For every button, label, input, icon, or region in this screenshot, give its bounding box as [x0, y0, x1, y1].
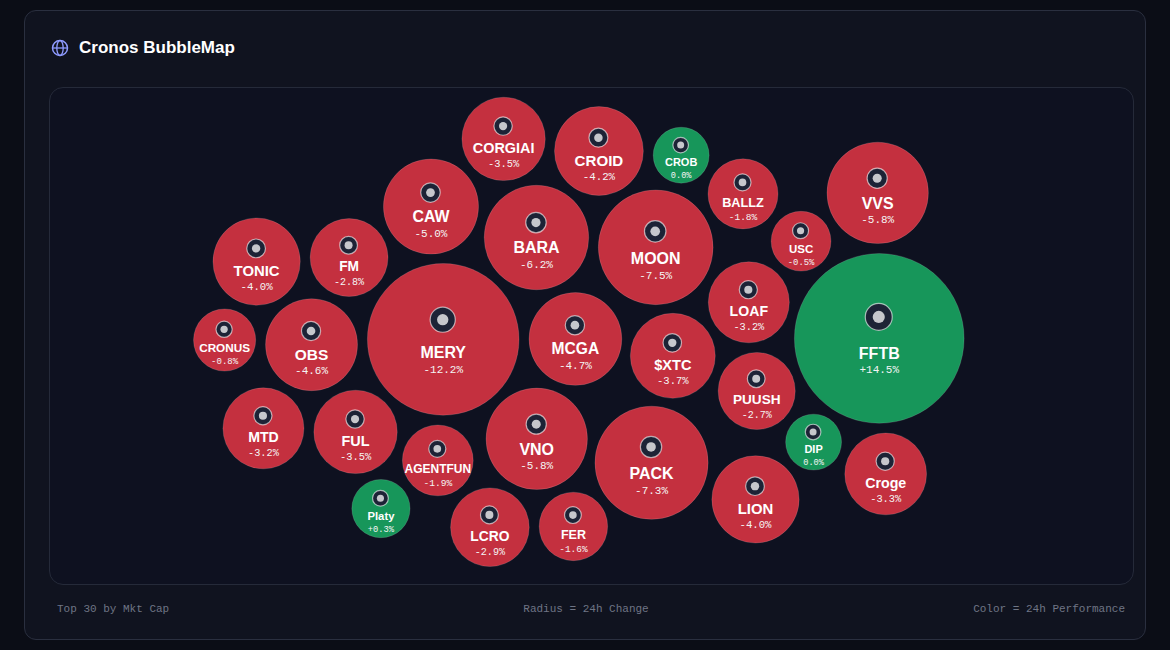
svg-text:CRONUS: CRONUS — [199, 341, 250, 354]
svg-text:MTD: MTD — [248, 429, 279, 445]
svg-text:VVS: VVS — [862, 195, 894, 212]
svg-text:-5.8%: -5.8% — [861, 214, 894, 226]
svg-text:-7.5%: -7.5% — [639, 270, 672, 282]
svg-text:FUL: FUL — [342, 433, 370, 449]
svg-text:-3.2%: -3.2% — [248, 447, 280, 459]
svg-text:USC: USC — [789, 243, 813, 255]
svg-text:OBS: OBS — [295, 346, 329, 363]
html-text:Color = 24h Performance: Color = 24h Performance — [973, 603, 1125, 615]
svg-text:-3.5%: -3.5% — [488, 158, 520, 170]
svg-text:0.0%: 0.0% — [803, 458, 824, 468]
html-text:Radius = 24h Change: Radius = 24h Change — [523, 603, 649, 615]
svg-text:-4.7%: -4.7% — [559, 360, 592, 372]
svg-text:TONIC: TONIC — [234, 263, 280, 279]
svg-text:-2.7%: -2.7% — [742, 410, 772, 421]
svg-text:-6.2%: -6.2% — [520, 259, 553, 271]
svg-text:MOON: MOON — [631, 250, 681, 267]
svg-text:BALLZ: BALLZ — [722, 194, 764, 209]
svg-text:FM: FM — [339, 259, 359, 274]
svg-text:DIP: DIP — [804, 443, 822, 455]
svg-text:-5.0%: -5.0% — [415, 228, 448, 240]
svg-text:-4.6%: -4.6% — [295, 365, 328, 377]
svg-text:-3.7%: -3.7% — [657, 375, 689, 387]
svg-text:-1.6%: -1.6% — [559, 544, 588, 555]
svg-text:LOAF: LOAF — [730, 303, 769, 319]
svg-text:MCGA: MCGA — [552, 340, 600, 357]
svg-text:-4.2%: -4.2% — [583, 171, 616, 183]
svg-text:-3.5%: -3.5% — [340, 451, 372, 463]
svg-text:MERY: MERY — [420, 344, 466, 361]
svg-text:-7.3%: -7.3% — [635, 485, 668, 497]
svg-text:LION: LION — [738, 501, 774, 517]
svg-text:+14.5%: +14.5% — [860, 364, 900, 376]
svg-text:-1.9%: -1.9% — [423, 478, 452, 489]
svg-text:CROB: CROB — [665, 156, 697, 168]
svg-text:-2.8%: -2.8% — [334, 277, 365, 288]
svg-text:FER: FER — [561, 528, 586, 542]
svg-text:-0.5%: -0.5% — [788, 258, 815, 268]
svg-text:-2.9%: -2.9% — [475, 547, 506, 558]
html-text:Top 30 by Mkt Cap: Top 30 by Mkt Cap — [57, 603, 170, 615]
svg-text:-3.2%: -3.2% — [733, 321, 765, 333]
svg-text:FFTB: FFTB — [859, 345, 900, 362]
svg-text:-4.0%: -4.0% — [241, 281, 274, 293]
svg-text:Platy: Platy — [367, 510, 395, 522]
svg-text:VNO: VNO — [519, 440, 554, 457]
svg-text:CAW: CAW — [412, 208, 449, 225]
svg-text:-4.0%: -4.0% — [740, 519, 773, 531]
svg-text:-0.8%: -0.8% — [211, 356, 239, 367]
svg-text:AGENTFUN: AGENTFUN — [404, 462, 471, 476]
svg-text:-12.2%: -12.2% — [423, 364, 463, 376]
svg-text:+0.3%: +0.3% — [368, 525, 395, 535]
svg-text:CORGIAI: CORGIAI — [473, 140, 535, 156]
svg-text:PUUSH: PUUSH — [733, 392, 781, 407]
html-text:Cronos BubbleMap: Cronos BubbleMap — [79, 38, 235, 57]
svg-text:BARA: BARA — [513, 239, 560, 256]
svg-text:$XTC: $XTC — [654, 357, 692, 373]
svg-text:Croge: Croge — [865, 475, 906, 491]
svg-text:0.0%: 0.0% — [671, 171, 692, 181]
svg-text:LCRO: LCRO — [470, 528, 509, 544]
svg-text:CROID: CROID — [575, 152, 624, 169]
svg-text:-5.8%: -5.8% — [520, 460, 553, 472]
svg-text:PACK: PACK — [630, 465, 675, 482]
svg-text:-3.3%: -3.3% — [870, 493, 902, 505]
svg-text:-1.8%: -1.8% — [729, 212, 758, 223]
